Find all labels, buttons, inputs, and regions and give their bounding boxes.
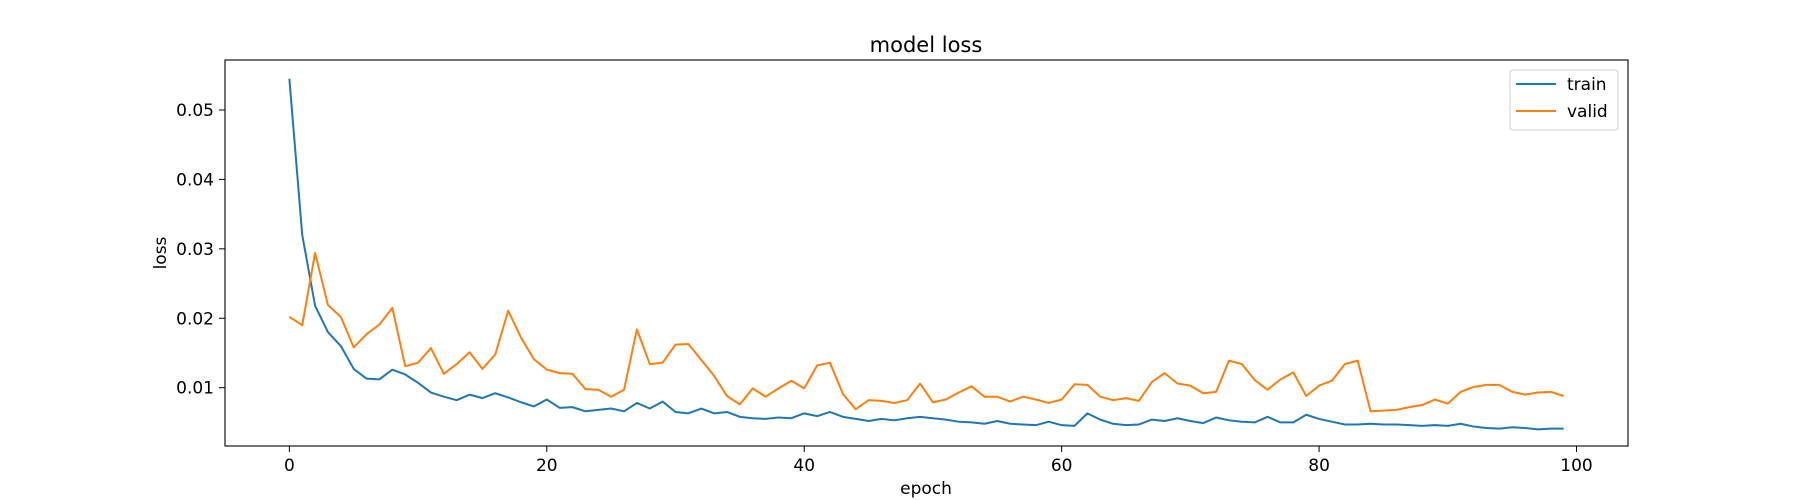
x-tick-label: 100 <box>1560 456 1592 476</box>
x-tick-label: 40 <box>793 456 815 476</box>
plot-area-frame <box>224 59 1629 447</box>
y-tick-label: 0.02 <box>176 309 214 329</box>
x-tick-label: 20 <box>536 456 558 476</box>
y-tick-label: 0.03 <box>176 240 214 260</box>
chart-title: model loss <box>870 33 983 57</box>
series-line-valid <box>288 252 1564 413</box>
y-tick-label: 0.01 <box>176 379 214 399</box>
series-line-train <box>288 78 1564 431</box>
axis-ticks: 0 20 40 60 80 100 0.01 0.02 0.03 0.04 0.05 <box>176 101 1593 476</box>
y-axis-label: loss <box>151 236 171 269</box>
legend-label-train: train <box>1567 75 1607 95</box>
series-lines <box>288 78 1564 431</box>
y-tick-label: 0.04 <box>176 170 214 190</box>
x-tick-label: 0 <box>284 456 295 476</box>
y-tick-label: 0.05 <box>176 101 214 121</box>
x-tick-label: 60 <box>1051 456 1073 476</box>
legend-label-valid: valid <box>1567 102 1608 122</box>
x-axis-label: epoch <box>900 479 952 499</box>
x-tick-label: 80 <box>1308 456 1330 476</box>
legend: train valid <box>1509 69 1619 131</box>
